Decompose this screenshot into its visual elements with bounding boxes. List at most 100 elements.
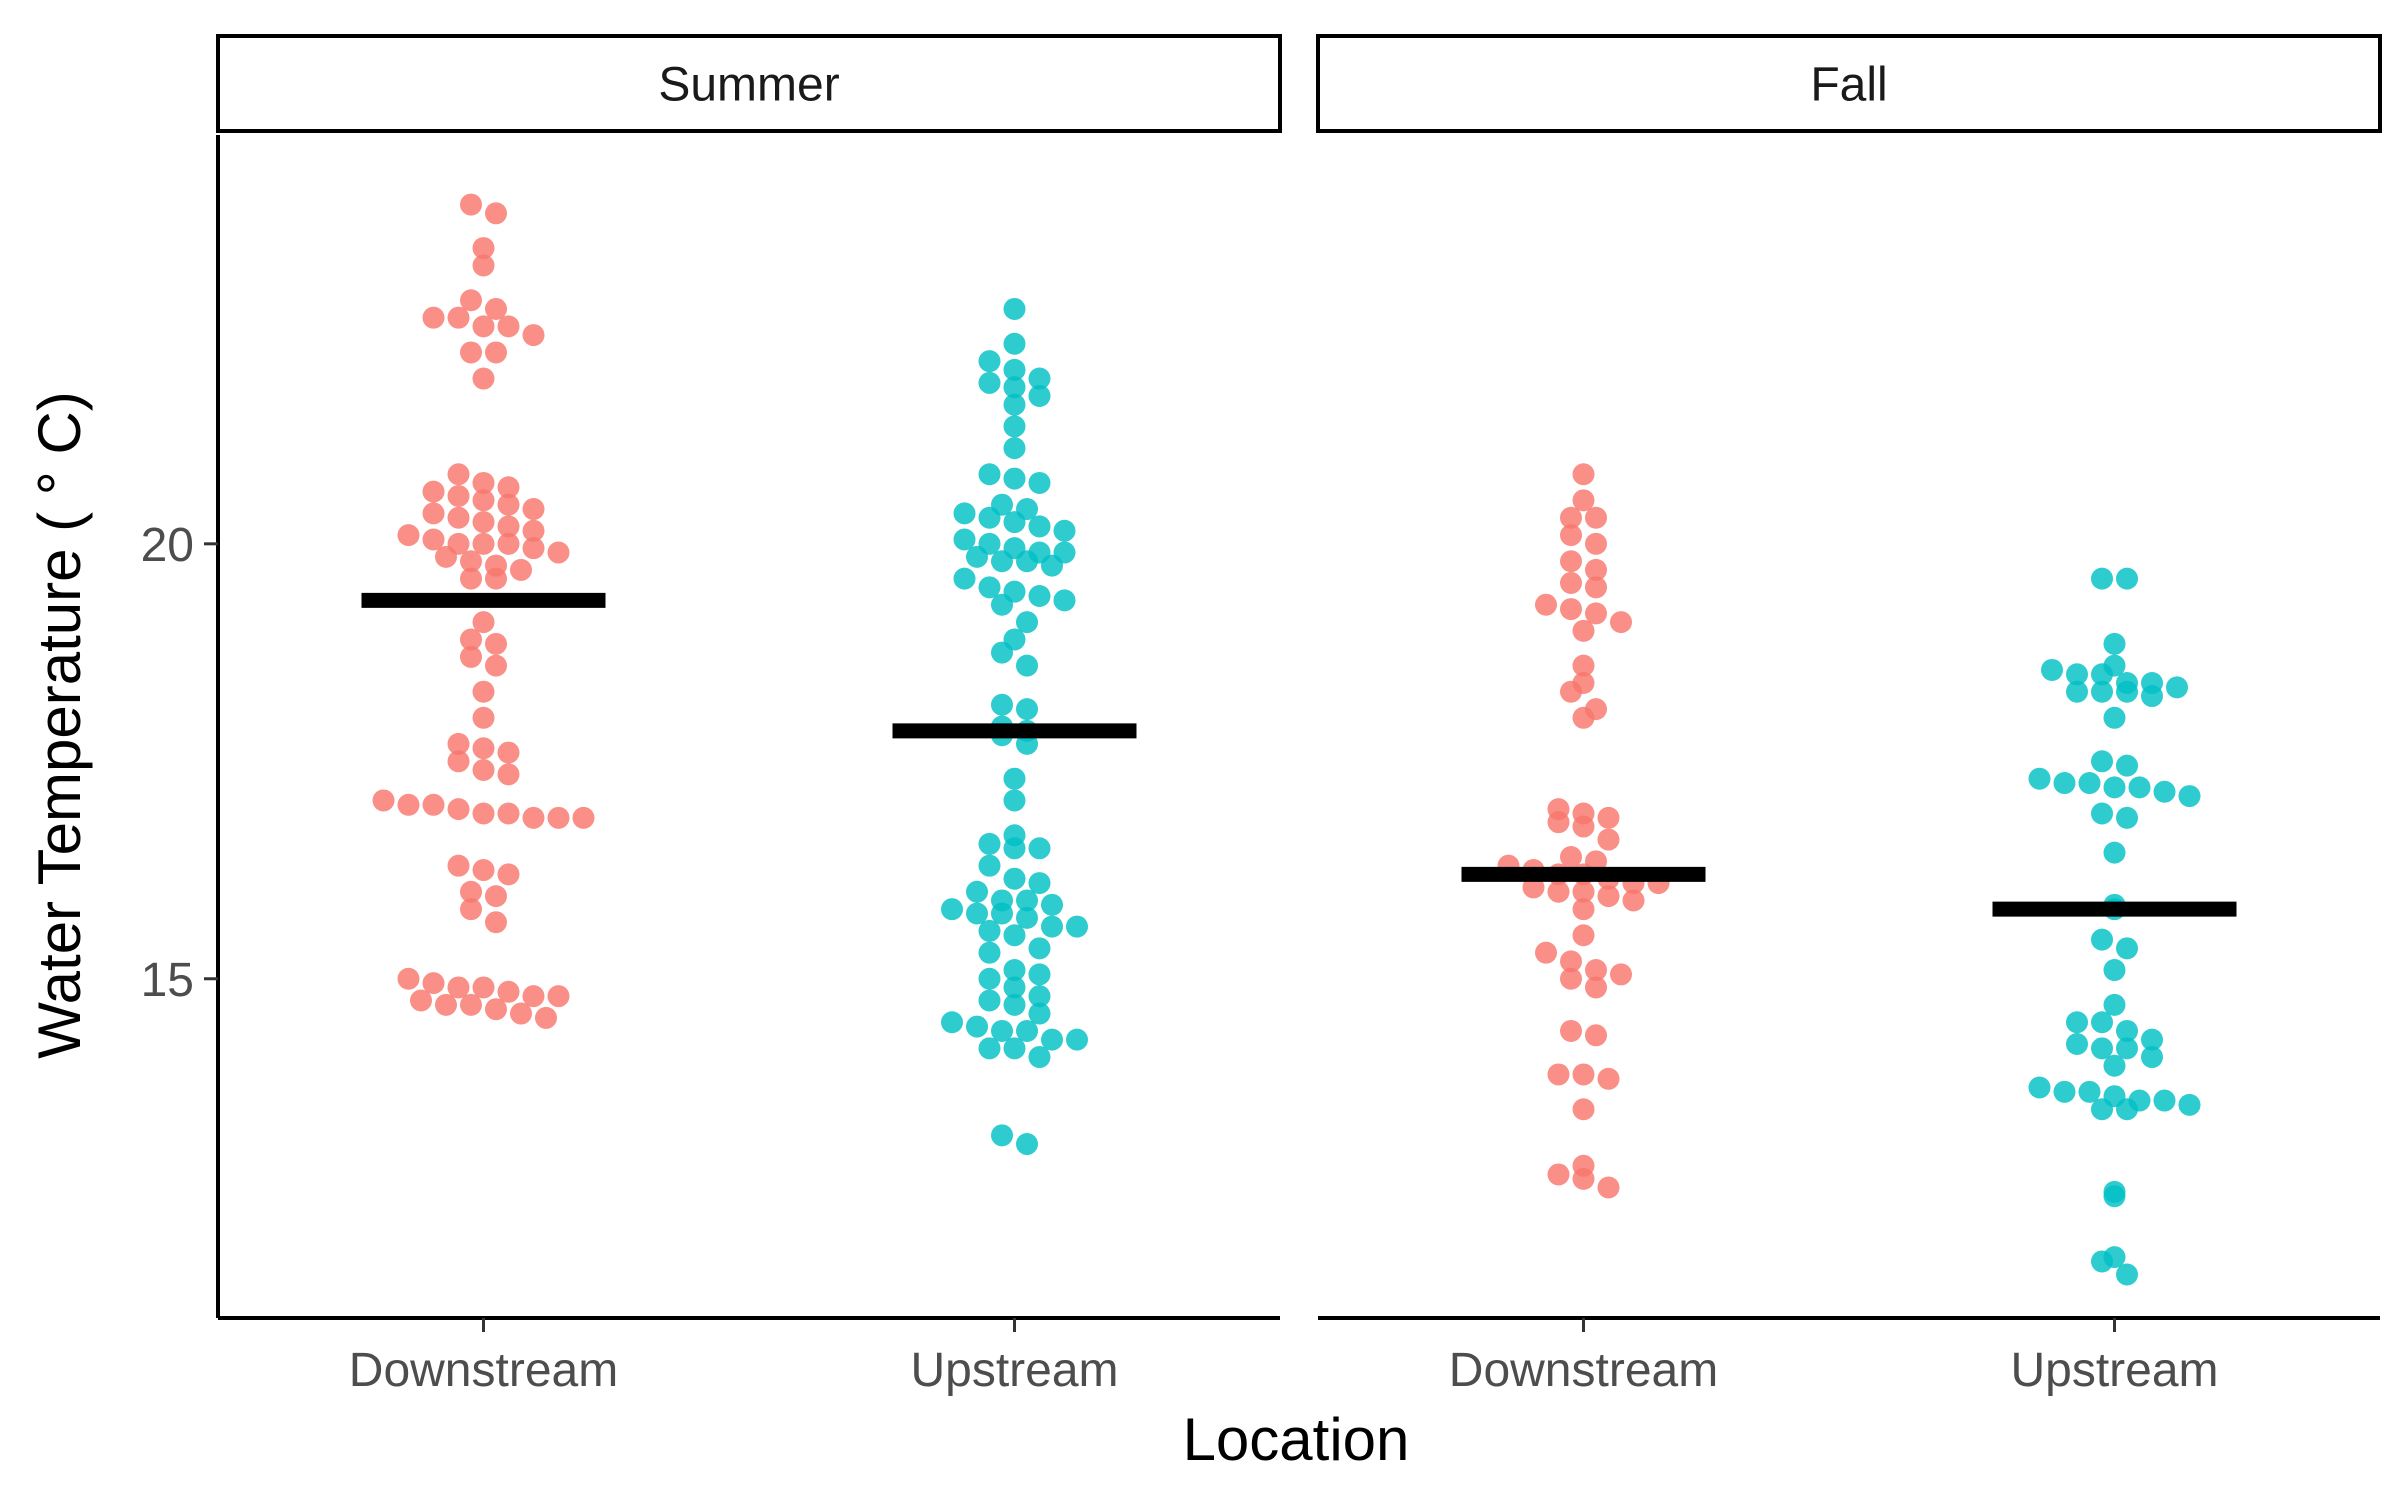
data-point	[1560, 1019, 1582, 1042]
data-point	[497, 863, 520, 886]
data-point	[447, 484, 470, 507]
data-point	[1003, 358, 1026, 381]
data-point	[1003, 976, 1026, 999]
data-point	[1597, 828, 1620, 851]
data-point	[2103, 1054, 2126, 1077]
data-point	[497, 532, 520, 555]
data-point	[1016, 611, 1038, 634]
data-point	[460, 193, 482, 216]
x-axis-title: Location	[1183, 1406, 1410, 1473]
data-point	[522, 498, 545, 521]
data-point	[1028, 837, 1051, 860]
data-point	[522, 806, 545, 829]
data-point	[1585, 959, 1607, 982]
data-point	[2141, 1046, 2163, 1069]
data-point	[2153, 780, 2176, 803]
data-point	[991, 1019, 1013, 1042]
data-point	[472, 737, 495, 760]
data-point	[1003, 1037, 1026, 1060]
group-downstream	[1461, 463, 1706, 1199]
data-point	[460, 341, 482, 364]
data-point	[2091, 802, 2113, 825]
data-point	[1003, 376, 1026, 399]
data-point	[2178, 785, 2201, 808]
data-point	[1585, 976, 1607, 999]
data-point	[497, 515, 520, 538]
data-point	[1585, 1024, 1607, 1047]
facet-strip-label: Fall	[1810, 59, 1887, 112]
data-point	[497, 476, 520, 499]
facet-panel-fall: Fall	[1316, 34, 2382, 1286]
data-point	[547, 541, 570, 564]
data-point	[485, 554, 507, 577]
data-point	[2103, 841, 2126, 864]
data-point	[460, 567, 482, 590]
data-point	[2091, 1011, 2113, 1034]
data-point	[447, 976, 470, 999]
data-point	[1066, 915, 1088, 938]
data-point	[941, 1011, 963, 1034]
data-point	[1003, 959, 1026, 982]
data-point	[1028, 1002, 1051, 1025]
data-point	[1028, 985, 1051, 1008]
data-point	[1535, 941, 1557, 964]
data-point	[472, 511, 495, 534]
data-point	[2041, 658, 2063, 681]
data-point	[472, 680, 495, 703]
data-point	[2103, 654, 2126, 677]
data-point	[1572, 880, 1595, 903]
data-point	[397, 793, 420, 816]
data-point	[422, 306, 445, 329]
data-point	[472, 611, 495, 634]
data-point	[978, 350, 1001, 373]
data-point	[2116, 567, 2138, 590]
facet-strip	[216, 34, 1282, 133]
data-point	[1003, 297, 1026, 320]
data-point	[1622, 889, 1645, 912]
data-point	[422, 528, 445, 551]
data-point	[472, 758, 495, 781]
data-point	[472, 859, 495, 882]
facets-layer: Summer Fall	[216, 34, 2382, 1286]
data-point	[966, 902, 988, 925]
data-point	[2103, 993, 2126, 1016]
data-point	[1572, 619, 1595, 642]
data-point	[485, 885, 507, 908]
data-point	[1597, 806, 1620, 829]
data-point	[510, 1002, 532, 1025]
group-upstream	[1992, 567, 2237, 1286]
data-point	[1016, 889, 1038, 912]
data-point	[966, 880, 988, 903]
data-point	[1016, 1133, 1038, 1156]
data-point	[1560, 967, 1582, 990]
data-point	[422, 480, 445, 503]
data-point	[1003, 789, 1026, 812]
data-point	[422, 502, 445, 525]
data-point	[1003, 993, 1026, 1016]
data-point	[2178, 1093, 2201, 1116]
data-point	[422, 793, 445, 816]
data-point	[397, 967, 420, 990]
data-point	[2103, 959, 2126, 982]
data-point	[978, 941, 1001, 964]
data-point	[447, 732, 470, 755]
data-point	[1041, 1028, 1063, 1051]
data-point	[991, 1124, 1013, 1147]
data-point	[485, 632, 507, 655]
data-point	[1003, 415, 1026, 438]
data-point	[1585, 532, 1607, 555]
data-point	[978, 532, 1001, 555]
data-point	[485, 998, 507, 1021]
data-point	[2128, 776, 2151, 799]
data-point	[2091, 567, 2113, 590]
data-point	[2103, 1085, 2126, 1108]
data-point	[978, 919, 1001, 942]
data-point	[1003, 628, 1026, 651]
data-point	[547, 806, 570, 829]
data-point	[1610, 611, 1632, 634]
data-point	[2066, 680, 2088, 703]
data-point	[447, 463, 470, 486]
data-point	[1028, 1046, 1051, 1069]
data-point	[1547, 880, 1570, 903]
data-point	[2078, 772, 2101, 795]
